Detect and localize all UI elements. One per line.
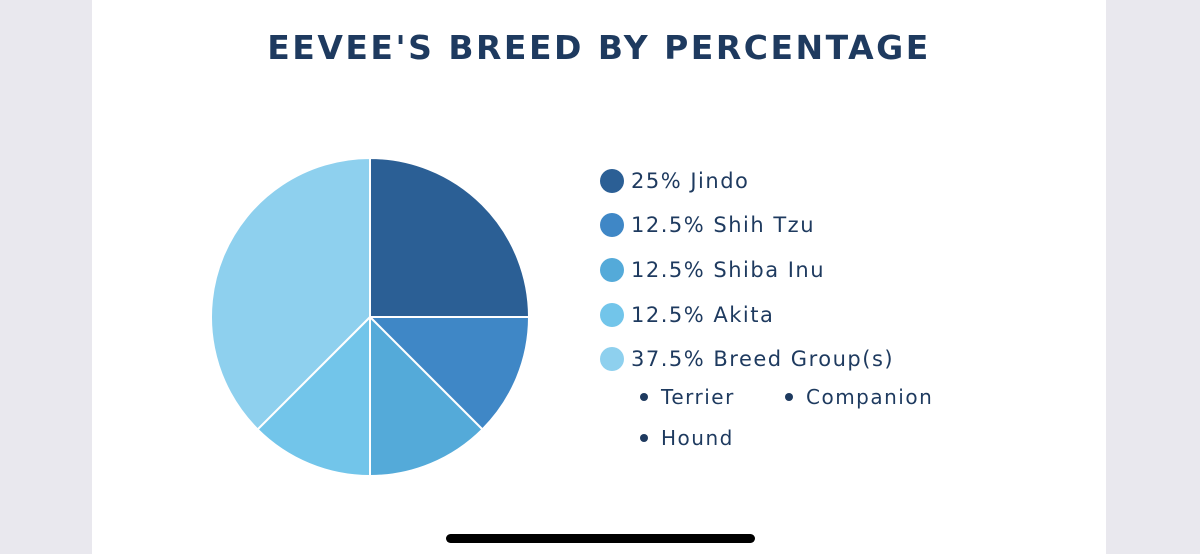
bullet-icon [785,393,793,401]
legend-item-shih-tzu: 12.5% Shih Tzu [600,210,815,240]
legend-item-jindo: 25% Jindo [600,166,749,196]
breed-group-label: Hound [661,426,734,450]
legend-swatch [600,303,624,327]
legend-swatch [600,347,624,371]
legend-swatch [600,258,624,282]
chart-card: EEVEE'S BREED BY PERCENTAGE 25% Jindo 12… [92,0,1106,554]
legend-label: 12.5% Shiba Inu [631,258,826,282]
legend-label: 12.5% Akita [631,303,775,327]
legend-label: 25% Jindo [631,169,750,193]
pie-slice-0 [369,156,531,318]
legend-label: 12.5% Shih Tzu [631,213,816,237]
breed-group-hound: Hound [640,425,734,451]
chart-title: EEVEE'S BREED BY PERCENTAGE [267,28,931,67]
legend-swatch [600,213,624,237]
pie-slice-4 [210,156,371,431]
pie-slice-1 [367,316,531,431]
breed-group-companion: Companion [785,384,933,410]
breed-group-label: Terrier [661,385,735,409]
breed-group-label: Companion [806,385,934,409]
breed-group-terrier: Terrier [640,384,735,410]
legend-label: 37.5% Breed Group(s) [631,347,895,371]
pie-slice-3 [256,314,371,478]
bullet-icon [640,434,648,442]
home-indicator [446,534,755,543]
legend-item-akita: 12.5% Akita [600,300,774,330]
legend-item-shiba-inu: 12.5% Shiba Inu [600,255,825,285]
legend-swatch [600,169,624,193]
pie-chart [210,156,531,478]
bullet-icon [640,393,648,401]
legend-item-breed-groups: 37.5% Breed Group(s) [600,344,894,374]
pie-slice-2 [369,314,484,478]
